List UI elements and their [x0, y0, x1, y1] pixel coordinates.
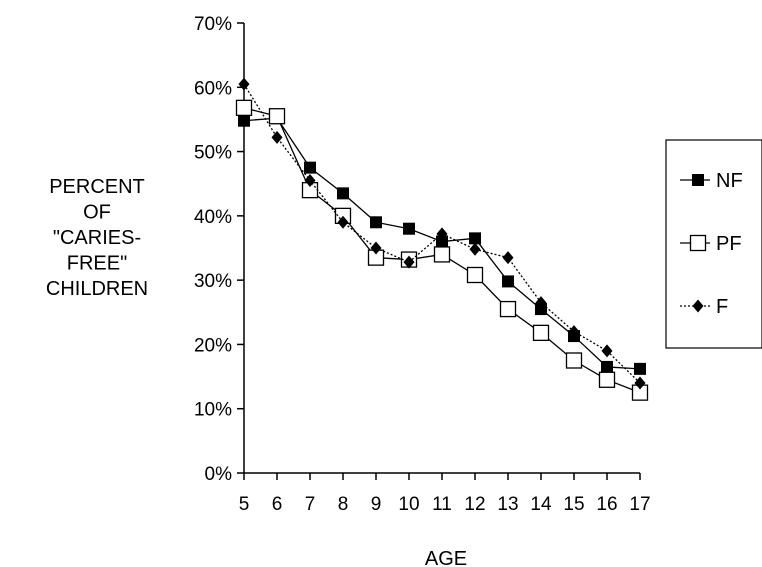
x-tick-label: 15: [563, 494, 584, 515]
y-axis-title-line: OF: [83, 202, 111, 224]
data-point-f: [436, 227, 448, 241]
x-tick-label: 6: [272, 494, 283, 515]
legend: NF PF F: [665, 139, 762, 349]
data-point-f: [403, 255, 415, 269]
data-point-f: [535, 296, 547, 310]
x-tick-label: 11: [432, 494, 452, 515]
data-point-pf: [532, 324, 550, 342]
y-tick-label: 60%: [194, 78, 232, 99]
legend-label: NF: [716, 170, 743, 192]
data-point-pf: [466, 266, 484, 284]
data-point-pf: [689, 234, 707, 252]
y-axis-title: PERCENT OF "CARIES- FREE" CHILDREN: [46, 176, 148, 300]
data-point-pf: [235, 99, 253, 117]
y-axis-title-line: FREE": [67, 253, 127, 275]
y-tick-label: 40%: [194, 207, 232, 228]
data-point-nf: [469, 232, 481, 245]
data-point-f: [271, 130, 283, 144]
data-point-f: [370, 241, 382, 255]
data-point-pf: [565, 352, 583, 369]
legend-item-nf: NF: [680, 170, 743, 192]
x-axis-ticks: 5 6 7 8 9 10 11 12 13 14 15 16 17: [239, 473, 651, 515]
x-tick-label: 8: [338, 494, 349, 515]
x-tick-label: 7: [305, 494, 316, 515]
x-tick-label: 5: [239, 494, 250, 515]
data-point-nf: [601, 360, 613, 373]
x-tick-label: 14: [530, 494, 552, 515]
y-axis-title-line: "CARIES-: [53, 227, 141, 249]
data-point-nf: [370, 216, 382, 229]
data-point-f: [692, 299, 704, 313]
y-tick-label: 20%: [194, 335, 232, 356]
data-point-f: [502, 251, 514, 265]
x-tick-label: 16: [596, 494, 617, 515]
legend-label: F: [716, 296, 728, 318]
data-point-nf: [634, 362, 646, 375]
data-point-nf: [403, 222, 415, 235]
data-point-f: [568, 325, 580, 339]
data-point-nf: [692, 174, 704, 186]
data-point-nf: [304, 161, 316, 174]
data-point-f: [601, 344, 613, 358]
x-tick-label: 17: [629, 494, 650, 515]
legend-item-f: F: [680, 296, 728, 318]
y-tick-label: 30%: [194, 271, 232, 292]
y-axis-title-line: CHILDREN: [46, 278, 148, 300]
series-layer: [235, 77, 649, 401]
data-point-f: [469, 242, 481, 256]
x-tick-label: 12: [464, 494, 485, 515]
legend-box: [665, 139, 762, 349]
y-tick-label: 50%: [194, 143, 232, 164]
x-tick-label: 10: [398, 494, 419, 515]
data-point-nf: [238, 114, 250, 127]
data-point-f: [238, 77, 250, 91]
legend-label: PF: [716, 233, 742, 255]
x-tick-label: 13: [497, 494, 518, 515]
x-tick-label: 9: [371, 494, 382, 515]
y-tick-label: 70%: [194, 14, 232, 35]
data-point-f: [337, 215, 349, 229]
data-point-nf: [337, 187, 349, 200]
data-point-pf: [268, 108, 286, 125]
y-axis-title-line: PERCENT: [49, 176, 145, 198]
data-point-pf: [598, 371, 616, 388]
data-point-pf: [499, 300, 517, 318]
x-axis-title: AGE: [425, 548, 467, 567]
data-point-nf: [502, 275, 514, 288]
y-axis-ticks: 0% 10% 20% 30% 40% 50% 60% 70%: [194, 14, 244, 485]
data-point-f: [304, 174, 316, 187]
y-tick-label: 10%: [194, 400, 232, 421]
legend-item-pf: PF: [680, 233, 742, 255]
y-tick-label: 0%: [205, 464, 233, 485]
data-point-f: [634, 376, 646, 390]
data-point-pf: [433, 246, 451, 263]
